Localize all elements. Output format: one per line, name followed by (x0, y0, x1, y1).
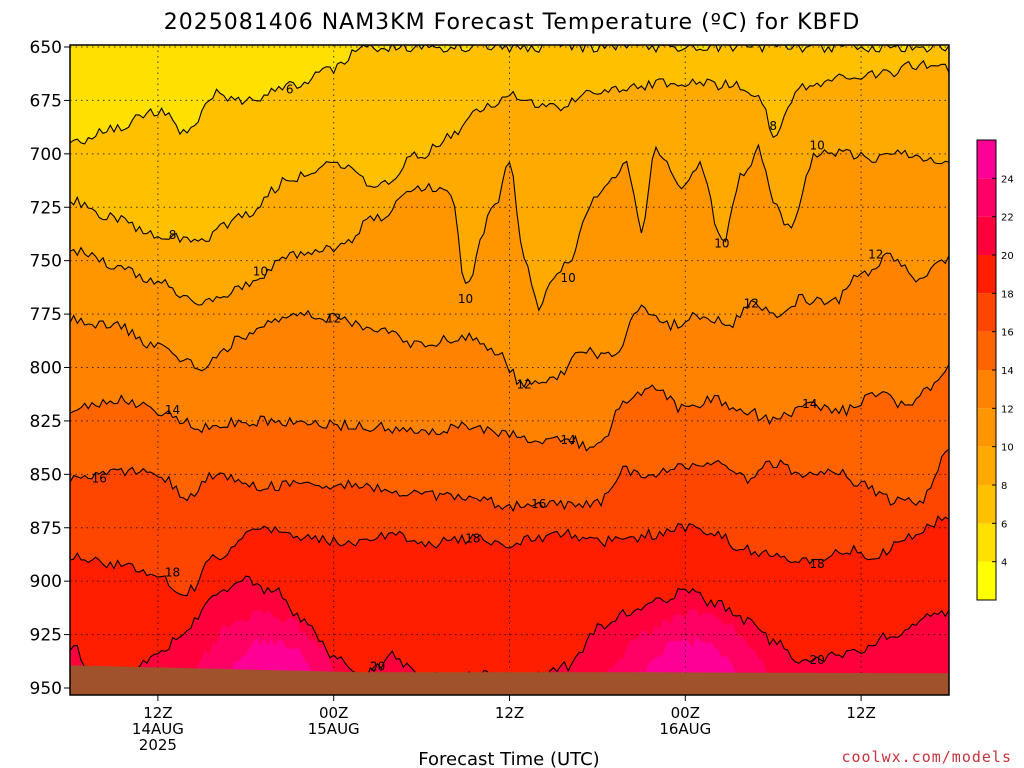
y-tick-label-700: 700 (30, 145, 62, 165)
contour-label-14-1: 14 (560, 433, 575, 447)
colorbar-label-4: 4 (1001, 558, 1007, 569)
chart-title: 2025081406 NAM3KM Forecast Temperature (… (164, 10, 861, 35)
contour-label-18-0: 18 (165, 566, 180, 580)
contour-line-14 (70, 363, 949, 452)
colorbar-segment-0 (977, 561, 996, 600)
colorbar-label-16: 16 (1001, 328, 1014, 339)
colorbar-segment-10 (977, 178, 996, 217)
y-tick-label-875: 875 (30, 519, 62, 539)
contour-label-10-1: 10 (458, 292, 473, 306)
colorbar-label-8: 8 (1001, 481, 1007, 492)
x-tick-label-6-1: 12Z (143, 704, 172, 722)
contour-label-14-0: 14 (165, 403, 180, 417)
colorbar-label-6: 6 (1001, 519, 1007, 530)
contour-line-18 (70, 515, 949, 597)
colorbar-label-14: 14 (1001, 366, 1014, 377)
colorbar-segment-5 (977, 370, 996, 409)
credit-text[interactable]: coolwx.com/models (841, 748, 1012, 766)
colorbar-segment-6 (977, 331, 996, 370)
y-tick-label-825: 825 (30, 412, 62, 432)
contour-label-18-2: 18 (810, 557, 825, 571)
contour-label-8-1: 8 (769, 119, 777, 133)
x-tick-label-42-2: 16AUG (659, 720, 711, 738)
contour-label-20-1: 20 (810, 653, 825, 667)
x-axis-label: Forecast Time (UTC) (418, 749, 599, 768)
contour-line-16 (70, 448, 949, 513)
y-tick-label-925: 925 (30, 626, 62, 646)
contour-label-10-0: 10 (253, 264, 268, 278)
colorbar-segment-1 (977, 523, 996, 562)
x-tick-label-42-1: 00Z (671, 704, 700, 722)
y-tick-label-750: 750 (30, 252, 62, 272)
x-tick-label-18-1: 00Z (319, 704, 348, 722)
x-tick-label-6-2: 14AUG (132, 720, 184, 738)
contour-label-10-2: 10 (560, 271, 575, 285)
contour-label-20-0: 20 (370, 660, 385, 674)
terrain-ground (70, 665, 949, 695)
contour-line-6 (70, 45, 949, 145)
colorbar-segment-9 (977, 216, 996, 255)
contour-label-10-4: 10 (810, 138, 825, 152)
colorbar-label-24: 24 (1001, 174, 1014, 185)
contour-label-12-3: 12 (868, 247, 883, 261)
contour-line-8 (70, 59, 949, 244)
contour-label-10-3: 10 (714, 237, 729, 251)
contour-label-12-2: 12 (744, 296, 759, 310)
x-tick-label-18-2: 15AUG (308, 720, 360, 738)
contour-line-10 (70, 143, 949, 312)
x-tick-label-54-1: 12Z (846, 704, 875, 722)
colorbar-label-10: 10 (1001, 443, 1014, 454)
x-tick-label-30-1: 12Z (495, 704, 524, 722)
contour-line-12 (70, 252, 949, 389)
y-tick-label-725: 725 (30, 198, 62, 218)
colorbar-segment-11 (977, 140, 996, 179)
contour-label-16-1: 16 (531, 497, 546, 511)
y-axis: 650 675 700 725 750 775 800 825 850 875 900 925 950 (30, 38, 70, 699)
colorbar-segment-7 (977, 293, 996, 332)
contour-label-16-0: 16 (92, 472, 107, 486)
contour-label-14-2: 14 (802, 397, 817, 411)
colorbar-label-12: 12 (1001, 404, 1014, 415)
y-tick-label-950: 950 (30, 679, 62, 699)
colorbar-segment-3 (977, 446, 996, 485)
plot-area: 6 8 8 10 10 10 10 10 12 12 12 12 14 14 14 16 16 18 18 18 20 2… (70, 45, 949, 695)
y-tick-label-675: 675 (30, 91, 62, 111)
contour-label-8-0: 8 (169, 228, 177, 242)
y-tick-label-775: 775 (30, 305, 62, 325)
colorbar-segment-4 (977, 408, 996, 447)
colorbar-label-18: 18 (1001, 289, 1014, 300)
y-tick-label-850: 850 (30, 465, 62, 485)
x-tick-label-6-3: 2025 (139, 736, 177, 754)
y-tick-label-900: 900 (30, 572, 62, 592)
contour-label-12-0: 12 (326, 311, 341, 325)
colorbar-label-22: 22 (1001, 213, 1014, 224)
y-tick-label-800: 800 (30, 359, 62, 379)
colorbar-segment-2 (977, 485, 996, 524)
colorbar: 4 6 8 10 12 14 16 18 20 22 24 (976, 139, 1014, 601)
y-tick-label-650: 650 (30, 38, 62, 58)
contour-label-18-1: 18 (465, 531, 480, 545)
contour-label-6-0: 6 (286, 83, 294, 97)
contour-label-12-1: 12 (517, 378, 532, 392)
colorbar-label-20: 20 (1001, 251, 1014, 262)
colorbar-segment-8 (977, 255, 996, 294)
